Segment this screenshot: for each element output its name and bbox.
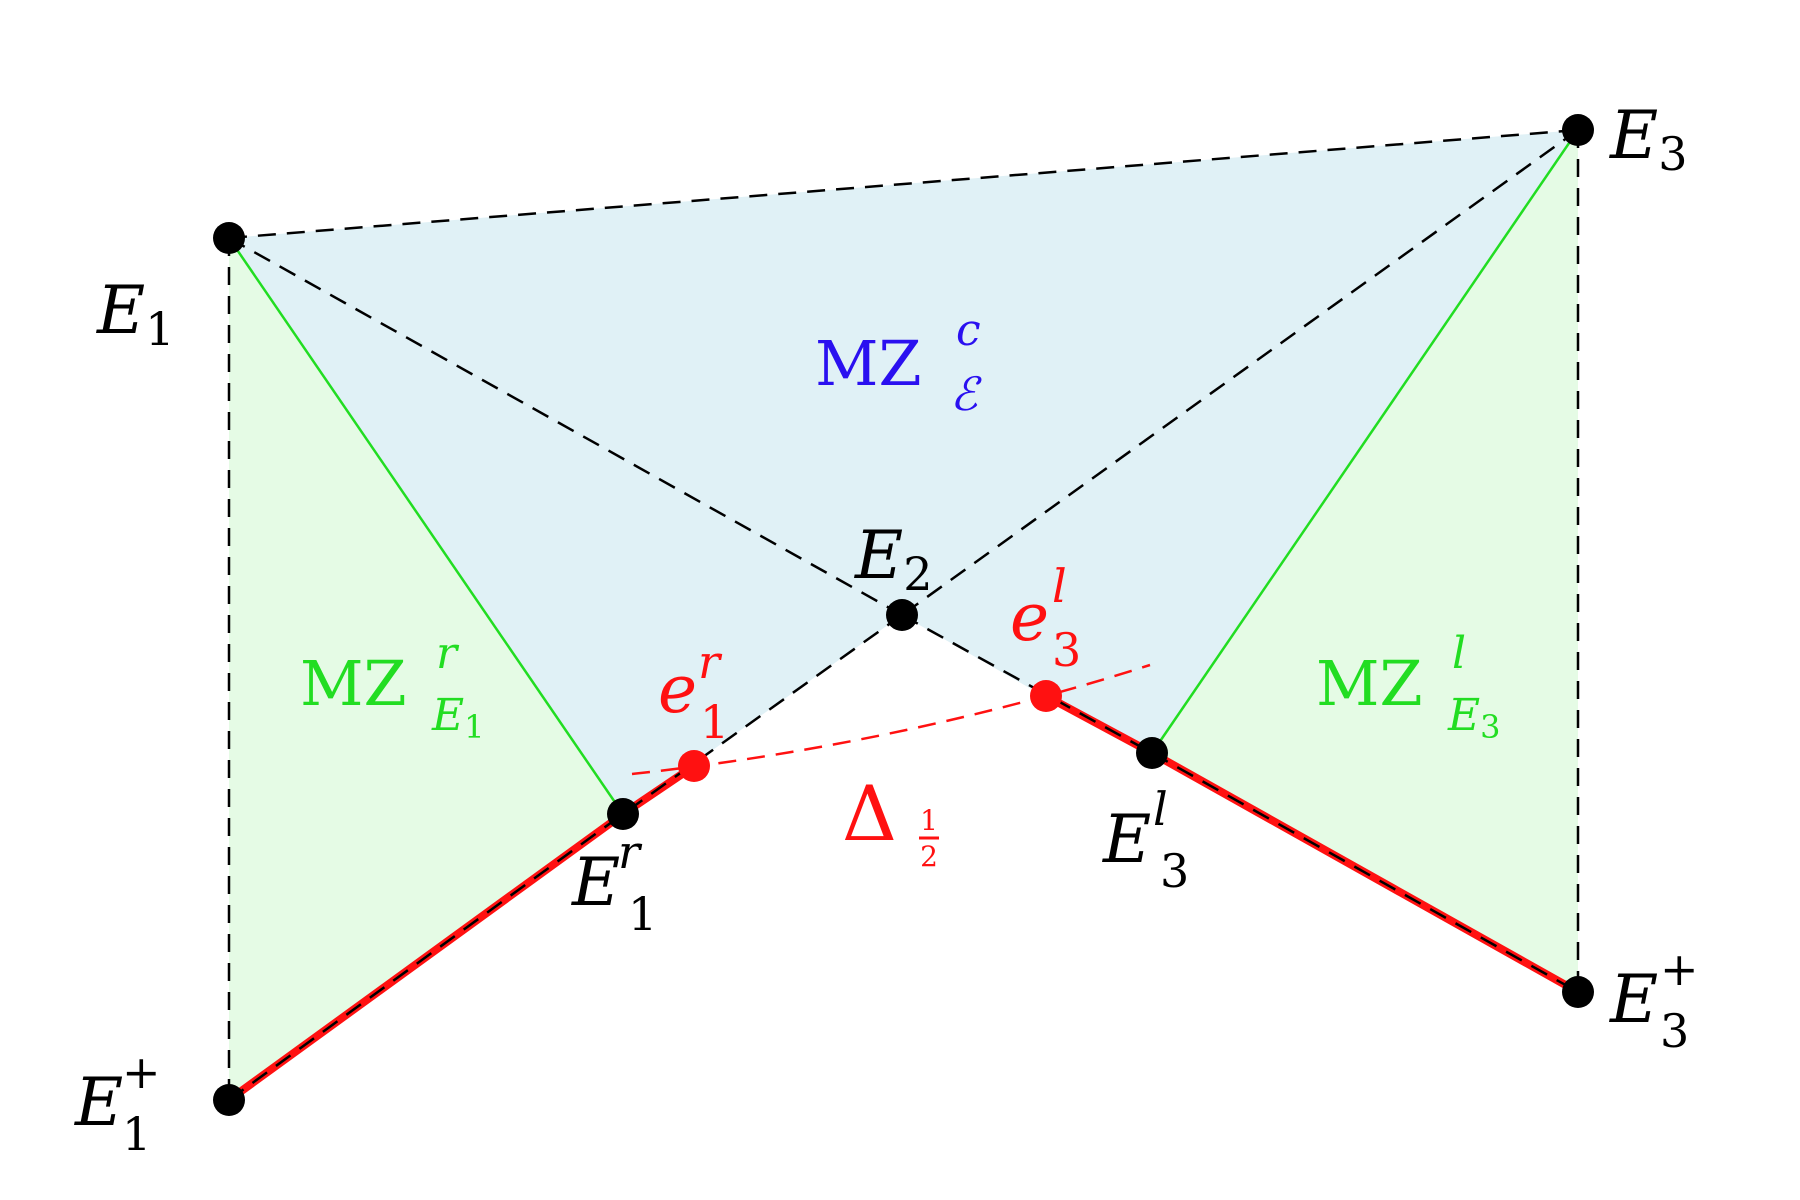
label-region-left: MZ [300, 647, 407, 720]
label-e1r-base: E [571, 844, 620, 921]
dashed-e1-e2 [228, 236, 903, 617]
label-e3l-small-base: e [1010, 579, 1049, 656]
label-e3l-base: E [1102, 801, 1151, 878]
dashed-e1plus-e1r [228, 812, 624, 1102]
green-line-right [1150, 129, 1580, 754]
label-delta-den: 2 [920, 840, 938, 873]
label-region-left-sub: E1 [431, 690, 484, 746]
dashed-e2-e3l [901, 613, 1153, 755]
point-e1r-small [678, 750, 710, 782]
label-region-left-sup: r [436, 628, 460, 679]
point-e3 [1562, 114, 1594, 146]
point-e2 [886, 599, 918, 631]
label-e3: E3 [1609, 97, 1687, 181]
label-region-center-sub: ℰ [950, 367, 982, 421]
label-e3l-sub: 3 [1160, 844, 1189, 898]
label-e3l-small-sub: 3 [1052, 623, 1081, 677]
label-region-right-sub: E3 [1447, 690, 1500, 746]
label-region-center: MZ [815, 327, 922, 400]
label-e1r-small-sub: 1 [700, 695, 729, 749]
right-region [1152, 130, 1578, 992]
label-e1plus-sup: + [122, 1045, 161, 1099]
label-region-right-sup: l [1452, 628, 1466, 679]
label-e3l-sup: l [1153, 782, 1168, 836]
label-e3plus-sub: 3 [1660, 1004, 1689, 1058]
point-e1 [213, 222, 245, 254]
point-e3l-small [1030, 680, 1062, 712]
label-e3l-small-sup: l [1052, 559, 1067, 613]
label-e3plus-sup: + [1660, 942, 1699, 996]
point-e1r [607, 798, 639, 830]
label-e3plus-base: E [1609, 961, 1658, 1038]
dashed-lines [227, 128, 1580, 1102]
point-e3l [1136, 737, 1168, 769]
point-e3plus [1562, 976, 1594, 1008]
red-points [678, 680, 1062, 782]
dashed-e3-e2 [901, 128, 1579, 617]
label-e1r-small-base: e [658, 651, 697, 728]
center-region [229, 130, 1578, 814]
label-region-right: MZ [1316, 647, 1423, 720]
label-delta-num: 1 [920, 804, 938, 837]
label-e1r-small-sup: r [698, 635, 723, 689]
dashed-e1-e3 [228, 128, 1579, 240]
label-e1: E1 [96, 272, 174, 356]
label-e1r-sub: 1 [628, 887, 657, 941]
dashed-e3l-e3plus [1151, 751, 1579, 994]
label-e1r-sup: r [618, 825, 643, 879]
green-line-left [227, 237, 625, 815]
label-region-center-sup: c [956, 305, 981, 356]
label-e1plus-base: E [74, 1064, 123, 1141]
label-e1plus-sub: 1 [122, 1107, 151, 1161]
point-e1plus [213, 1084, 245, 1116]
label-delta: Δ [842, 769, 897, 858]
label-e2: E2 [854, 517, 932, 601]
black-points [213, 114, 1594, 1116]
